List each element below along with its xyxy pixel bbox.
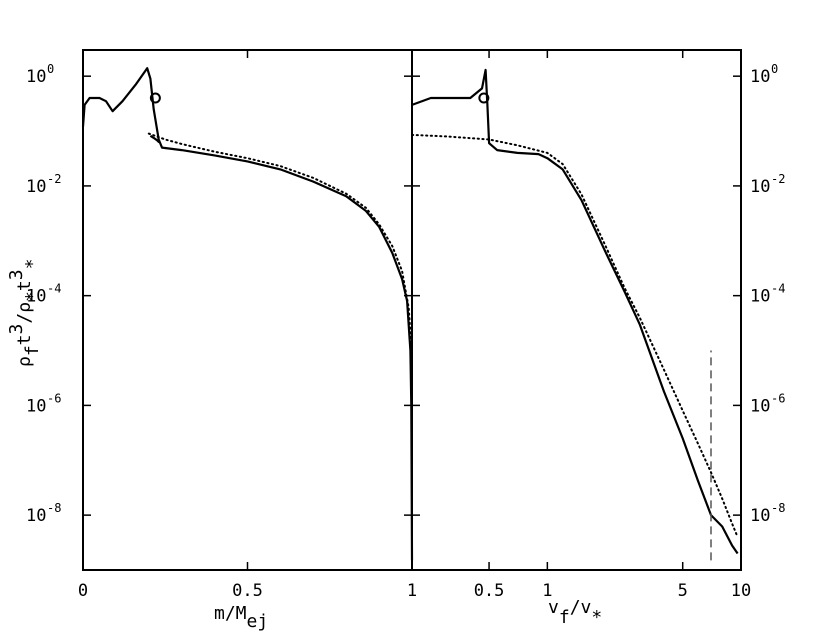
- right-series-1-dotted-line: [411, 133, 739, 538]
- right-ytick-label: 10: [750, 177, 770, 197]
- left-ytick-exponent: -2: [47, 172, 61, 186]
- right-x-label-subscript-f: f: [559, 607, 570, 628]
- y-label-sup-3: 3: [6, 324, 27, 335]
- right-series-0-solid-line: [411, 68, 739, 555]
- y-label-t2: t: [14, 280, 35, 291]
- left-ytick-label: 10: [26, 506, 46, 526]
- right-xtick-label: 10: [731, 581, 751, 601]
- left-tick-marks: [82, 50, 413, 570]
- left-series-0-solid-line: [81, 67, 414, 561]
- right-ytick-label: 10: [750, 396, 770, 416]
- left-ytick-exponent: 0: [47, 62, 54, 76]
- left-xtick-label: 1: [407, 581, 417, 601]
- right-x-label-slash-v: /v: [570, 597, 592, 618]
- left-ytick-exponent: -8: [47, 501, 61, 515]
- left-series-1-solid-line: [149, 134, 161, 144]
- left-axes-frame: [82, 49, 413, 571]
- right-x-label-subscript-star: *: [591, 607, 602, 628]
- right-xtick-label: 5: [678, 581, 688, 601]
- left-xtick-label: 0.5: [232, 581, 263, 601]
- right-x-label-v: v: [548, 597, 559, 618]
- y-label-sup-3b: 3: [6, 269, 27, 280]
- right-xtick-label: 0.5: [474, 581, 505, 601]
- left-ytick-exponent: -6: [47, 391, 61, 405]
- y-label-slash-rho: /ρ: [14, 302, 35, 324]
- right-ytick-exponent: 0: [771, 62, 778, 76]
- y-label-t: t: [14, 334, 35, 345]
- right-ytick-exponent: -4: [771, 282, 785, 296]
- right-tick-marks: [412, 50, 742, 570]
- left-panel-plot-area: [81, 67, 414, 561]
- left-ytick-label: 10: [26, 177, 46, 197]
- left-marker-open-circle-0: [149, 92, 161, 104]
- left-x-label-subscript: ej: [247, 611, 269, 631]
- left-ytick-label: 10: [26, 67, 46, 87]
- right-ytick-exponent: -6: [771, 391, 785, 405]
- y-label-sub-star-b: *: [22, 259, 43, 270]
- left-ytick-exponent: -4: [47, 282, 61, 296]
- right-x-axis-label: vf/v*: [548, 597, 602, 628]
- left-series-2-dotted-line: [147, 132, 413, 352]
- left-ytick-label: 10: [26, 287, 46, 307]
- left-x-tick-labels: 0 0.5 1: [78, 581, 417, 601]
- right-ytick-exponent: -2: [771, 172, 785, 186]
- right-x-tick-labels: 0.5 1 5 10: [474, 581, 752, 601]
- right-panel-plot-area: [411, 68, 739, 561]
- right-xtick-label: 1: [542, 581, 552, 601]
- right-marker-open-circle-0: [478, 92, 490, 104]
- left-x-axis-label: m/Mej: [214, 603, 268, 631]
- left-x-label-main: m/M: [214, 603, 247, 624]
- right-ytick-label: 10: [750, 506, 770, 526]
- y-label-rho: ρ: [14, 356, 35, 367]
- left-ytick-label: 10: [26, 396, 46, 416]
- right-ytick-label: 10: [750, 67, 770, 87]
- y-label-sub-star: *: [22, 291, 43, 302]
- right-ytick-label: 10: [750, 287, 770, 307]
- right-ytick-exponent: -8: [771, 501, 785, 515]
- y-label-sub-f: f: [22, 345, 43, 356]
- right-axes-frame: [411, 49, 742, 571]
- left-xtick-label: 0: [78, 581, 88, 601]
- y-axis-label: ρft3/ρ*t3*: [6, 259, 43, 367]
